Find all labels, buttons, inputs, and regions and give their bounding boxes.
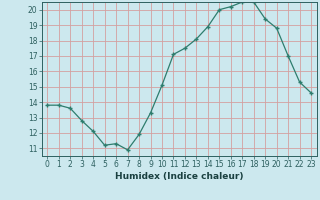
X-axis label: Humidex (Indice chaleur): Humidex (Indice chaleur) — [115, 172, 244, 181]
